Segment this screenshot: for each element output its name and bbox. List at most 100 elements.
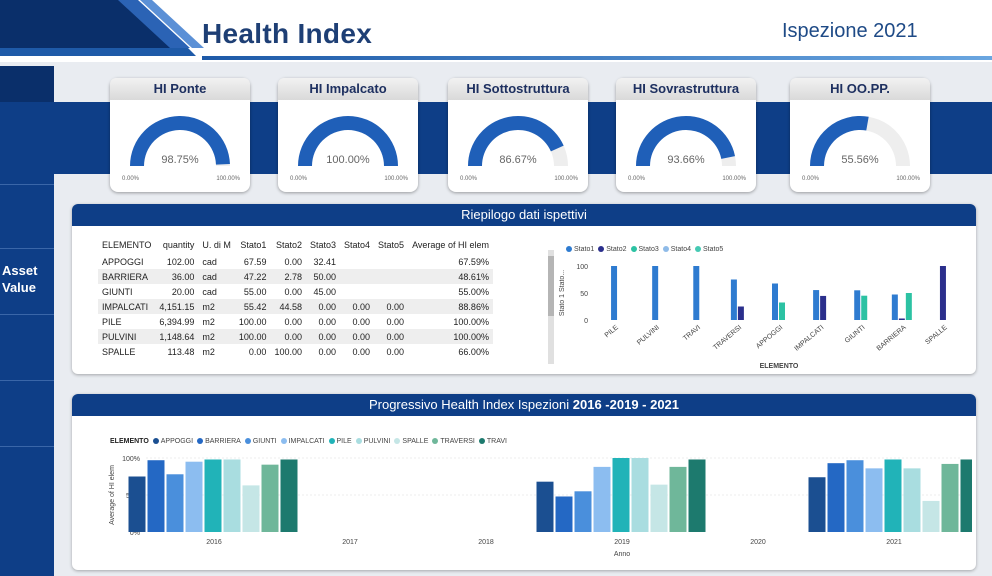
column-header[interactable]: Stato5 (378, 240, 405, 250)
table-cell: cad (202, 256, 217, 267)
bar[interactable] (854, 290, 861, 320)
bar[interactable] (536, 481, 554, 532)
legend-swatch (394, 438, 401, 444)
bar[interactable] (147, 460, 165, 532)
bar[interactable] (737, 306, 744, 321)
legend-item: TRAVI (478, 438, 507, 445)
bar[interactable] (652, 266, 659, 320)
bar[interactable] (128, 476, 146, 533)
sidebar-item-asset-value[interactable]: Asset Value (0, 262, 54, 296)
table-cell: m2 (202, 346, 215, 357)
table-cell: 2.78 (270, 269, 306, 284)
bar[interactable] (960, 459, 973, 532)
bar[interactable] (827, 463, 845, 532)
column-header[interactable]: quantity (162, 240, 195, 250)
sidebar-divider (0, 380, 54, 381)
bar[interactable] (693, 266, 700, 320)
table-cell: 0.00 (284, 256, 302, 267)
page-title: Health Index (202, 18, 373, 49)
legend-item: Stato5 (695, 246, 723, 253)
legend-swatch (566, 246, 572, 252)
bar[interactable] (861, 295, 868, 320)
scrollbar-thumb[interactable] (548, 256, 554, 316)
bar[interactable] (820, 295, 827, 320)
bar[interactable] (611, 266, 618, 320)
column-header[interactable]: Stato2 (275, 240, 302, 250)
x-tick-label: 2017 (342, 539, 358, 546)
summary-table: ELEMENTO quantity U. di M Stato1 Stato2 Stato… (98, 236, 493, 359)
bar[interactable] (772, 283, 778, 320)
bar[interactable] (650, 484, 668, 532)
bar[interactable] (280, 459, 298, 532)
table-scrollbar[interactable] (548, 250, 554, 364)
progressive-title-years: 2016 -2019 - 2021 (572, 397, 680, 412)
column-header[interactable]: Stato1 (240, 240, 267, 250)
bar[interactable] (779, 302, 785, 320)
table-cell: BARRIERA (98, 269, 156, 284)
column-header[interactable]: Average of HI elem (412, 240, 489, 250)
column-header[interactable]: Stato3 (309, 240, 337, 250)
progressive-panel: Progressivo Health Index Ispezioni 2016 … (72, 394, 976, 570)
bar[interactable] (730, 279, 737, 321)
bar[interactable] (891, 294, 898, 320)
table-cell: 0.00 (386, 316, 405, 327)
table-cell: 0.00 (318, 316, 337, 327)
bar[interactable] (865, 468, 883, 532)
kpi-title: HI Impalcato (278, 78, 418, 100)
table-cell: 67.59% (458, 256, 489, 267)
bar[interactable] (593, 466, 611, 532)
table-cell (340, 284, 374, 299)
table-cell: 0.00 (386, 346, 405, 357)
bar[interactable] (846, 460, 864, 532)
gauge-value: 86.67% (499, 154, 537, 166)
bar[interactable] (223, 459, 241, 532)
gauge-value: 100.00% (326, 154, 370, 166)
table-cell: 0.00 (305, 299, 341, 314)
sidebar: Asset Value (0, 66, 54, 576)
legend-swatch (432, 438, 439, 444)
column-header[interactable]: Stato4 (344, 240, 371, 250)
legend-label: Stato2 (606, 246, 627, 253)
summary-panel: Riepilogo dati ispettivi ELEMENTO quantit… (72, 204, 976, 374)
legend-label: BARRIERA (205, 438, 241, 445)
x-tick-label: TRAVERSI (712, 324, 743, 352)
table-row: APPOGGI 102.00 cad 67.59 0.00 32.41 67.59% (98, 254, 493, 269)
bar[interactable] (903, 468, 921, 532)
bar[interactable] (574, 491, 592, 532)
bar[interactable] (941, 463, 959, 532)
bar[interactable] (939, 266, 946, 320)
bar[interactable] (898, 318, 905, 320)
column-header[interactable]: U. di M (202, 240, 231, 250)
legend-label: Stato4 (670, 246, 691, 253)
table-row: SPALLE 113.48 m2 0.00 100.00 0.00 0.00 0.00 66.0… (98, 344, 493, 359)
table-cell: 102.00 (166, 256, 195, 267)
bar[interactable] (808, 477, 826, 532)
bar[interactable] (204, 459, 222, 532)
legend-item: PILE (328, 438, 352, 445)
table-cell: 0.00 (284, 286, 302, 297)
gauge-fill (468, 115, 564, 166)
table-cell: 100.00 (234, 329, 271, 344)
bar[interactable] (922, 500, 940, 532)
x-tick-label: 2018 (478, 539, 494, 546)
table-cell (340, 254, 374, 269)
bar[interactable] (555, 496, 573, 532)
x-tick-label: GIUNTI (844, 324, 867, 345)
element-chart-legend: ELEMENTO APPOGGI BARRIERA GIUNTI IMPALCATI PI… (110, 438, 511, 445)
bar[interactable] (166, 474, 184, 532)
bar[interactable] (261, 464, 279, 532)
bar[interactable] (612, 458, 630, 532)
bar[interactable] (669, 466, 687, 532)
column-header[interactable]: ELEMENTO (102, 240, 152, 250)
bar[interactable] (631, 458, 649, 532)
kpi-card: HI OO.PP. 55.56% 0.00% 100.00% (790, 78, 930, 192)
gauge-chart (636, 116, 736, 166)
bar[interactable] (905, 293, 912, 320)
table-cell: m2 (198, 329, 235, 344)
bar[interactable] (884, 459, 902, 532)
bar[interactable] (242, 485, 260, 532)
bar[interactable] (688, 459, 706, 532)
bar[interactable] (185, 461, 203, 532)
bar[interactable] (813, 290, 820, 320)
table-cell: 36.00 (155, 269, 199, 284)
